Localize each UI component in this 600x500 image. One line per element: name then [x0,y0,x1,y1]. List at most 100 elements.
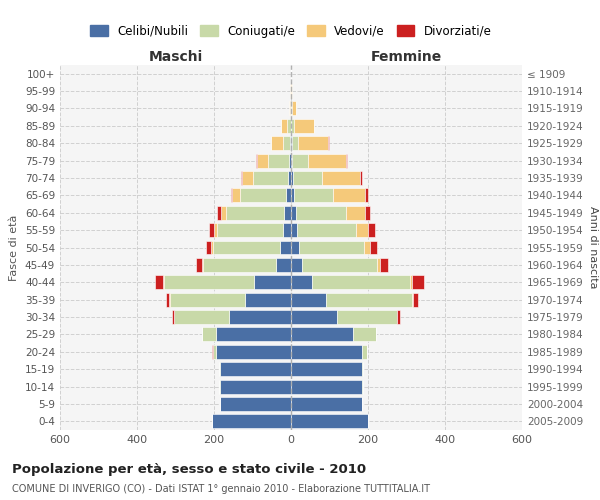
Bar [302,258,377,272]
Bar [412,292,413,306]
Bar [356,223,368,237]
Bar [292,136,298,150]
Legend: Celibi/Nubili, Coniugati/e, Vedovi/e, Divorziati/e: Celibi/Nubili, Coniugati/e, Vedovi/e, Di… [86,20,496,42]
Bar [220,362,291,376]
Bar [364,240,370,254]
Bar [281,119,287,133]
Bar [380,258,388,272]
Bar [377,258,380,272]
Bar [213,345,216,358]
Bar [296,206,346,220]
Bar [291,328,353,342]
Bar [292,102,296,116]
Bar [332,188,365,202]
Text: Popolazione per età, sesso e stato civile - 2010: Popolazione per età, sesso e stato civil… [12,462,366,475]
Bar [268,154,289,168]
Bar [241,171,242,185]
Bar [172,310,173,324]
Bar [290,102,291,116]
Bar [202,328,216,342]
Bar [322,171,360,185]
Bar [202,258,203,272]
Bar [280,240,291,254]
Bar [289,154,291,168]
Bar [294,188,332,202]
Y-axis label: Anni di nascita: Anni di nascita [587,206,598,289]
Bar [254,276,291,289]
Bar [308,154,346,168]
Bar [286,188,291,202]
Bar [253,171,288,185]
Bar [291,397,362,411]
Bar [163,276,164,289]
Bar [360,171,362,185]
Bar [226,206,284,220]
Bar [206,240,211,254]
Bar [257,154,268,168]
Bar [217,223,283,237]
Bar [213,240,280,254]
Bar [211,240,213,254]
Text: Femmine: Femmine [371,50,442,64]
Bar [291,380,362,394]
Bar [173,310,229,324]
Bar [291,154,292,168]
Bar [288,171,291,185]
Bar [328,136,329,150]
Bar [291,414,368,428]
Bar [220,397,291,411]
Bar [292,154,308,168]
Text: COMUNE DI INVERIGO (CO) - Dati ISTAT 1° gennaio 2010 - Elaborazione TUTTITALIA.I: COMUNE DI INVERIGO (CO) - Dati ISTAT 1° … [12,484,430,494]
Bar [232,188,240,202]
Bar [245,292,291,306]
Bar [155,276,163,289]
Bar [291,276,312,289]
Bar [212,414,291,428]
Bar [203,258,277,272]
Bar [365,206,370,220]
Bar [412,276,424,289]
Bar [220,380,291,394]
Bar [326,292,412,306]
Bar [196,258,202,272]
Bar [291,362,362,376]
Bar [291,136,292,150]
Bar [216,328,291,342]
Bar [293,171,322,185]
Bar [292,119,295,133]
Bar [362,362,363,376]
Bar [291,345,362,358]
Bar [346,206,365,220]
Bar [230,188,232,202]
Bar [298,136,328,150]
Bar [283,223,291,237]
Bar [365,188,368,202]
Text: Maschi: Maschi [148,50,203,64]
Bar [297,223,356,237]
Bar [214,223,217,237]
Y-axis label: Fasce di età: Fasce di età [10,214,19,280]
Bar [164,276,254,289]
Bar [284,206,291,220]
Bar [277,258,291,272]
Bar [291,310,337,324]
Bar [289,102,290,116]
Bar [291,206,296,220]
Bar [271,136,283,150]
Bar [410,276,412,289]
Bar [413,292,418,306]
Bar [299,240,364,254]
Bar [170,292,245,306]
Bar [229,310,291,324]
Bar [295,119,314,133]
Bar [291,258,302,272]
Bar [219,362,220,376]
Bar [291,240,299,254]
Bar [291,223,297,237]
Bar [291,292,326,306]
Bar [290,136,291,150]
Bar [353,328,376,342]
Bar [291,188,294,202]
Bar [346,154,347,168]
Bar [291,84,292,98]
